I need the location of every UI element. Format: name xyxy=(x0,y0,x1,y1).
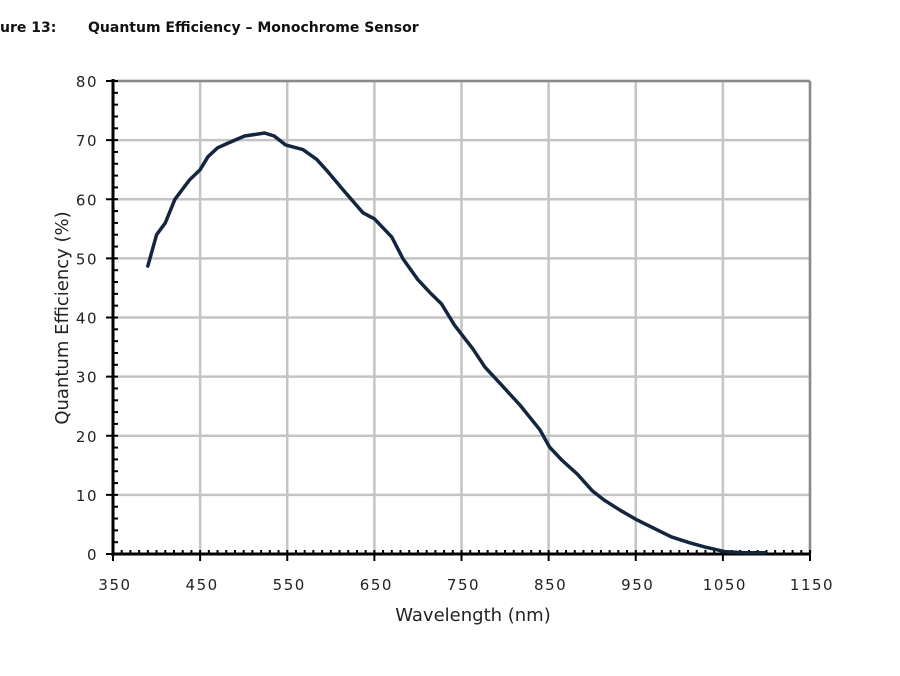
grid xyxy=(111,79,812,556)
x-tick-label: 850 xyxy=(534,576,567,594)
x-axis-title: Wavelength (nm) xyxy=(395,605,551,626)
y-tick-label: 10 xyxy=(76,487,98,505)
x-tick-label: 1150 xyxy=(790,576,834,594)
y-tick-label: 50 xyxy=(76,250,98,268)
y-tick-label: 20 xyxy=(76,428,98,446)
y-axis-title: Quantum Efficiency (%) xyxy=(52,211,73,424)
y-tick-label: 40 xyxy=(76,310,98,328)
x-tick-label: 450 xyxy=(186,576,219,594)
y-tick-label: 80 xyxy=(76,73,98,91)
x-tick-label: 550 xyxy=(273,576,306,594)
x-tick-label: 650 xyxy=(360,576,393,594)
tick-labels: 350 450 550 650 750 850 950 1050 1150 0 10 20 30 40 50… xyxy=(76,73,834,594)
x-tick-label: 950 xyxy=(621,576,654,594)
y-tick-label: 30 xyxy=(76,369,98,387)
x-tick-label: 750 xyxy=(447,576,480,594)
chart-title: Quantum Efficiency – Monochrome Sensor xyxy=(88,20,419,36)
x-tick-label: 350 xyxy=(98,576,131,594)
x-tick-label: 1050 xyxy=(703,576,747,594)
series-line-monochrome-qe xyxy=(146,131,767,555)
y-tick-label: 60 xyxy=(76,191,98,209)
y-tick-label: 70 xyxy=(76,132,98,150)
figure-label: ure 13: xyxy=(0,20,57,36)
y-tick-label: 0 xyxy=(87,546,98,564)
